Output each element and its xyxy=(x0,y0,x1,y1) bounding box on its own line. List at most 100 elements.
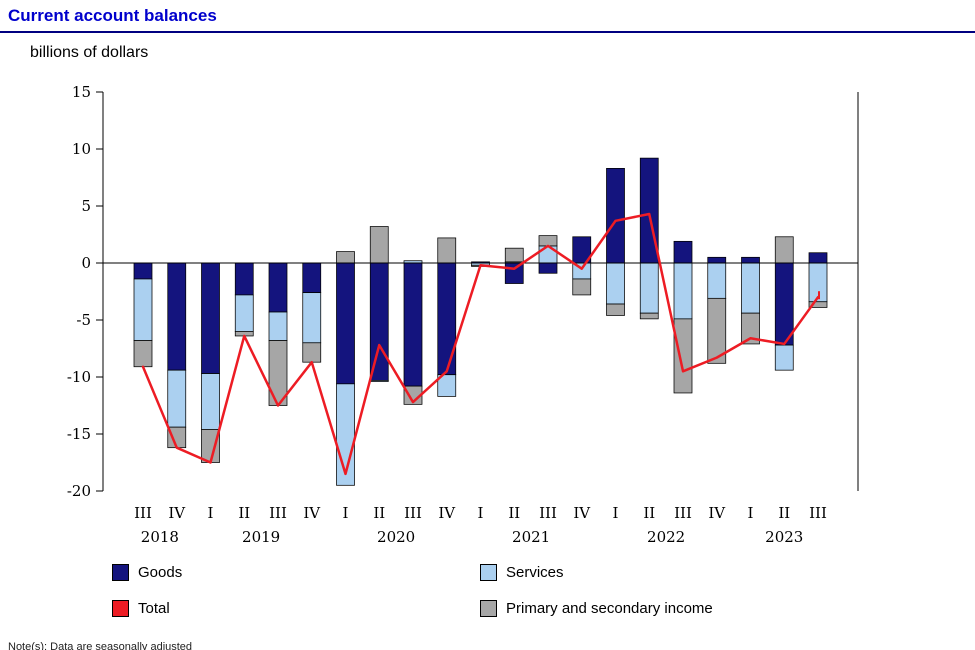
bar-segment-goods-2019Q3 xyxy=(268,262,288,313)
primary-income-color-swatch xyxy=(480,600,497,617)
legend-label-primary: Primary and secondary income xyxy=(506,600,713,617)
services-color-swatch xyxy=(480,564,497,581)
year-label-2020: 2020 xyxy=(377,528,415,546)
bar-segment-goods-2022Q1 xyxy=(606,168,625,264)
x-tick-label: I xyxy=(478,504,484,522)
bar-segment-primary-2023Q2 xyxy=(774,236,794,264)
x-tick-label: I xyxy=(208,504,214,522)
total-line xyxy=(141,212,820,476)
bar-segment-services-2019Q3 xyxy=(268,311,288,341)
bar-segment-goods-2022Q4 xyxy=(707,256,727,264)
bar-segment-services-2023Q2 xyxy=(774,344,794,371)
x-tick-label: III xyxy=(404,504,422,522)
bar-segment-services-2018Q4 xyxy=(167,369,187,428)
bar-segment-services-2019Q4 xyxy=(302,292,322,344)
y-tick-label: -15 xyxy=(67,425,91,443)
bar-segment-services-2022Q3 xyxy=(673,262,693,320)
legend-item-primary: Primary and secondary income xyxy=(480,600,713,617)
total-color-swatch xyxy=(112,600,129,617)
bar-segment-primary-2020Q4 xyxy=(437,237,457,264)
y-tick-label: -20 xyxy=(67,482,91,500)
bar-segment-goods-2020Q1 xyxy=(336,262,355,385)
legend-label-total: Total xyxy=(138,600,170,617)
bar-segment-services-2022Q1 xyxy=(606,262,625,305)
bar-segment-primary-2022Q3 xyxy=(673,318,693,394)
bar-segment-goods-2022Q3 xyxy=(673,240,693,264)
units-label: billions of dollars xyxy=(30,44,149,61)
bar-segment-services-2019Q1 xyxy=(201,373,220,430)
legend-item-goods: Goods xyxy=(112,564,182,581)
legend-item-services: Services xyxy=(480,564,564,581)
year-label-2019: 2019 xyxy=(242,528,280,546)
bar-segment-goods-2019Q4 xyxy=(302,262,322,294)
x-tick-label: III xyxy=(134,504,152,522)
bar-segment-services-2018Q3 xyxy=(133,278,153,341)
bar-segment-primary-2018Q3 xyxy=(133,340,153,368)
legend-item-total: Total xyxy=(112,600,170,617)
bar-segment-goods-2018Q3 xyxy=(133,262,153,280)
x-tick-label: IV xyxy=(708,504,726,522)
bar-segment-services-2020Q2 xyxy=(369,380,389,382)
bar-segment-primary-2023Q3 xyxy=(808,301,828,308)
bar-segment-services-2019Q2 xyxy=(234,294,254,332)
bar-segment-primary-2021Q2 xyxy=(504,247,524,263)
bar-segment-goods-2018Q4 xyxy=(167,262,187,371)
y-tick-label: 0 xyxy=(81,254,91,272)
x-tick-label: I xyxy=(748,504,754,522)
x-tick-label: II xyxy=(373,504,385,522)
x-tick-label: I xyxy=(343,504,349,522)
y-tick-label: 5 xyxy=(81,197,91,215)
bar-segment-goods-2019Q2 xyxy=(234,262,254,296)
bar-segment-services-2023Q1 xyxy=(741,262,760,314)
bar-segment-primary-2023Q1 xyxy=(741,312,760,345)
x-tick-label: III xyxy=(539,504,557,522)
bar-segment-services-2021Q3 xyxy=(538,245,558,264)
bar-segment-goods-2020Q4 xyxy=(437,262,457,376)
bar-segment-services-2022Q4 xyxy=(707,262,727,299)
x-tick-label: III xyxy=(809,504,827,522)
bar-segment-goods-2023Q2 xyxy=(774,262,794,346)
bar-segment-goods-2023Q3 xyxy=(808,252,828,264)
x-tick-label: III xyxy=(674,504,692,522)
year-label-2023: 2023 xyxy=(765,528,803,546)
bar-segment-goods-2021Q3 xyxy=(538,262,558,274)
year-label-2018: 2018 xyxy=(141,528,179,546)
year-label-2022: 2022 xyxy=(647,528,685,546)
legend-label-services: Services xyxy=(506,564,564,581)
bar-segment-goods-2021Q2 xyxy=(504,262,524,284)
bar-segment-services-2020Q4 xyxy=(437,374,457,397)
title-rule xyxy=(0,31,975,33)
bar-segment-primary-2020Q2 xyxy=(369,226,389,264)
legend-label-goods: Goods xyxy=(138,564,183,581)
goods-color-swatch xyxy=(112,564,129,581)
bar-segment-services-2022Q2 xyxy=(639,262,659,314)
x-tick-label: IV xyxy=(303,504,321,522)
bar-segment-primary-2021Q4 xyxy=(572,278,592,296)
x-tick-label: IV xyxy=(573,504,591,522)
x-tick-label: I xyxy=(613,504,619,522)
chart-title: Current account balances xyxy=(8,6,217,25)
bar-segment-goods-2020Q2 xyxy=(369,262,389,381)
bar-segment-primary-2019Q4 xyxy=(302,342,322,363)
bar-segment-primary-2022Q1 xyxy=(606,303,625,316)
x-tick-label: IV xyxy=(438,504,456,522)
x-tick-label: IV xyxy=(168,504,186,522)
bar-segment-primary-2022Q2 xyxy=(639,312,659,320)
y-tick-label: 10 xyxy=(72,140,91,158)
y-tick-label: -5 xyxy=(76,311,91,329)
y-tick-label: -10 xyxy=(67,368,91,386)
bar-segment-goods-2023Q1 xyxy=(741,256,760,264)
x-tick-label: III xyxy=(269,504,287,522)
x-tick-label: II xyxy=(643,504,655,522)
bar-segment-primary-2020Q1 xyxy=(336,251,355,264)
bar-segment-goods-2020Q3 xyxy=(403,262,423,387)
year-label-2021: 2021 xyxy=(512,528,550,546)
x-tick-label: II xyxy=(778,504,790,522)
x-tick-label: II xyxy=(508,504,520,522)
bar-segment-primary-2022Q4 xyxy=(707,297,727,364)
x-tick-label: II xyxy=(238,504,250,522)
source-note: Note(s): Data are seasonally adjusted xyxy=(8,641,193,650)
bar-segment-primary-2021Q3 xyxy=(538,235,558,247)
